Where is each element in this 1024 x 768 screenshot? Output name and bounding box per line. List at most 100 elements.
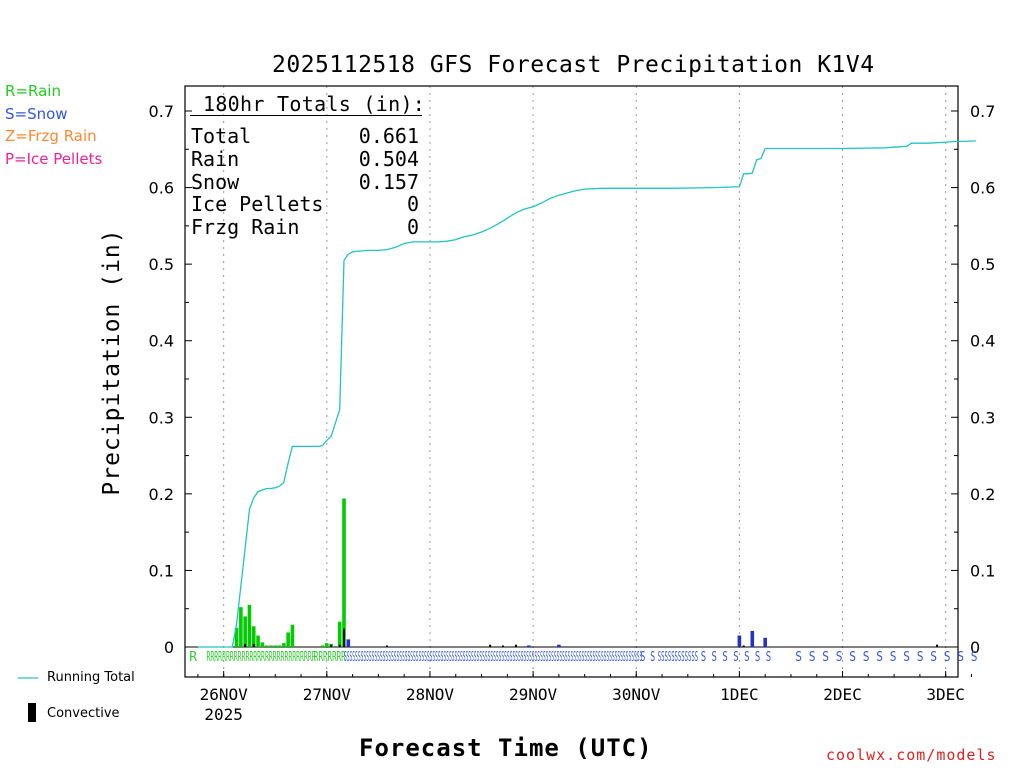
precip-type-snow: S S S S S S S: [701, 650, 771, 665]
rain-bar: [251, 626, 256, 647]
x-tick-label: 2DEC: [823, 685, 862, 704]
totals-label-ice-pellets: Ice Pellets: [191, 192, 324, 216]
rain-bar: [260, 642, 265, 647]
totals-heading: 180hr Totals (in):: [203, 92, 426, 116]
running-total-line: [197, 140, 976, 648]
y-tick-label-right: 0.3: [970, 408, 995, 427]
y-tick-label-right: 0.1: [970, 561, 995, 580]
totals-value-snow: 0.157: [358, 170, 419, 194]
rain-bar: [277, 645, 282, 647]
totals-label-rain: Rain: [191, 147, 240, 171]
snow-bar: [346, 639, 351, 647]
rain-bar: [290, 624, 295, 647]
legend-ice-pellets: P=Ice Pellets: [5, 150, 103, 168]
rain-bar: [239, 607, 243, 647]
precip-type-rain: RRRRRRR: [314, 650, 346, 665]
y-tick-label-left: 0.7: [149, 102, 174, 121]
legend-frzg-rain: Z=Frzg Rain: [5, 127, 97, 145]
x-tick-label: 3DEC: [926, 685, 965, 704]
x-tick-label: 29NOV: [509, 685, 558, 704]
y-tick-label-right: 0.7: [970, 102, 995, 121]
x-tick-sublabel: 2025: [204, 705, 243, 724]
rain-bar: [320, 645, 325, 647]
rain-bar: [337, 621, 342, 647]
rain-bar: [247, 604, 252, 647]
convective-bar: [338, 644, 341, 647]
y-tick-label-right: 0.2: [970, 485, 995, 504]
y-tick-label-left: 0.3: [149, 408, 174, 427]
y-tick-label-right: 0.4: [970, 332, 995, 351]
rain-bar: [325, 643, 329, 647]
convective-bar: [514, 644, 517, 647]
x-tick-label: 28NOV: [406, 685, 455, 704]
convective-bar: [343, 628, 346, 647]
y-tick-label-left: 0: [164, 638, 174, 657]
x-tick-label: 26NOV: [200, 685, 249, 704]
totals-value-ice-pellets: 0: [406, 192, 419, 216]
rain-bar: [342, 498, 346, 647]
rain-bar: [269, 645, 273, 647]
x-axis-label: Forecast Time (UTC): [359, 734, 653, 762]
plot-frame: [184, 85, 959, 678]
convective-bar: [742, 645, 745, 647]
precip-type-snow: SSSSSSSSSSSS: [658, 650, 698, 665]
snow-bar: [557, 644, 561, 647]
totals-value-rain: 0.504: [358, 147, 419, 171]
precip-type-rain: R: [189, 650, 197, 665]
precip-type-snow: S S: [641, 650, 656, 665]
snow-bar: [763, 637, 767, 647]
totals-label-frzg-rain: Frzg Rain: [191, 215, 300, 239]
rain-bar: [286, 632, 290, 647]
convective-bar: [252, 643, 255, 647]
convective-bar: [385, 645, 388, 647]
convective-bar: [244, 643, 247, 647]
chart-title: 2025112518 GFS Forecast Precipitation K1…: [272, 52, 875, 78]
convective-bar: [936, 644, 939, 647]
credit-link[interactable]: coolwx.com/models: [826, 746, 997, 764]
grid-layer: [223, 86, 947, 677]
convective-bar: [502, 645, 505, 647]
rain-bar: [234, 627, 239, 647]
line-layer: [197, 140, 976, 648]
rain-bar: [273, 645, 278, 647]
y-tick-label-left: 0.5: [149, 255, 174, 274]
legend-rain: R=Rain: [5, 82, 61, 100]
rain-bar: [256, 635, 260, 647]
series-legend-layer: [18, 677, 38, 722]
y-tick-label-left: 0.6: [149, 179, 174, 198]
rain-bar: [243, 616, 247, 647]
precip-type-snow: SSSSSSSSSSSSSSSSSSSSSSSSSSSSSSSSSSSSSSSS…: [344, 650, 642, 665]
y-axis-label: Precipitation (in): [99, 228, 125, 496]
snow-bar: [750, 630, 755, 647]
totals-heading-underline: [190, 115, 422, 116]
precip-type-rain: RRRRRRRRRRRRRRRRRRRRRRRRRRRR: [206, 650, 315, 665]
legend-running-total: Running Total: [47, 670, 135, 685]
legend-convective: Convective: [47, 706, 120, 721]
legend-snow: S=Snow: [5, 105, 68, 123]
convective-swatch: [28, 703, 36, 722]
rain-bar: [264, 645, 269, 647]
y-tick-label-right: 0: [970, 638, 980, 657]
x-tick-label: 1DEC: [720, 685, 759, 704]
convective-bar: [489, 644, 492, 647]
axes-layer: [184, 85, 972, 678]
totals-label-total: Total: [191, 124, 252, 148]
bars-layer: [234, 498, 939, 647]
x-tick-label: 30NOV: [612, 685, 661, 704]
totals-label-snow: Snow: [191, 170, 240, 194]
y-tick-label-left: 0.1: [149, 561, 174, 580]
y-tick-label-left: 0.2: [149, 485, 174, 504]
y-tick-label-right: 0.6: [970, 179, 995, 198]
y-tick-label-right: 0.5: [970, 255, 995, 274]
rain-bar: [282, 643, 286, 647]
snow-bar: [527, 645, 531, 647]
y-tick-label-left: 0.4: [149, 332, 174, 351]
totals-value-frzg-rain: 0: [406, 215, 419, 239]
precip-type-snow: S S S S S S S S S S S S S S: [795, 650, 977, 665]
x-tick-label: 27NOV: [303, 685, 352, 704]
convective-bar: [330, 644, 333, 647]
snow-bar: [737, 635, 742, 647]
totals-value-total: 0.661: [358, 124, 419, 148]
